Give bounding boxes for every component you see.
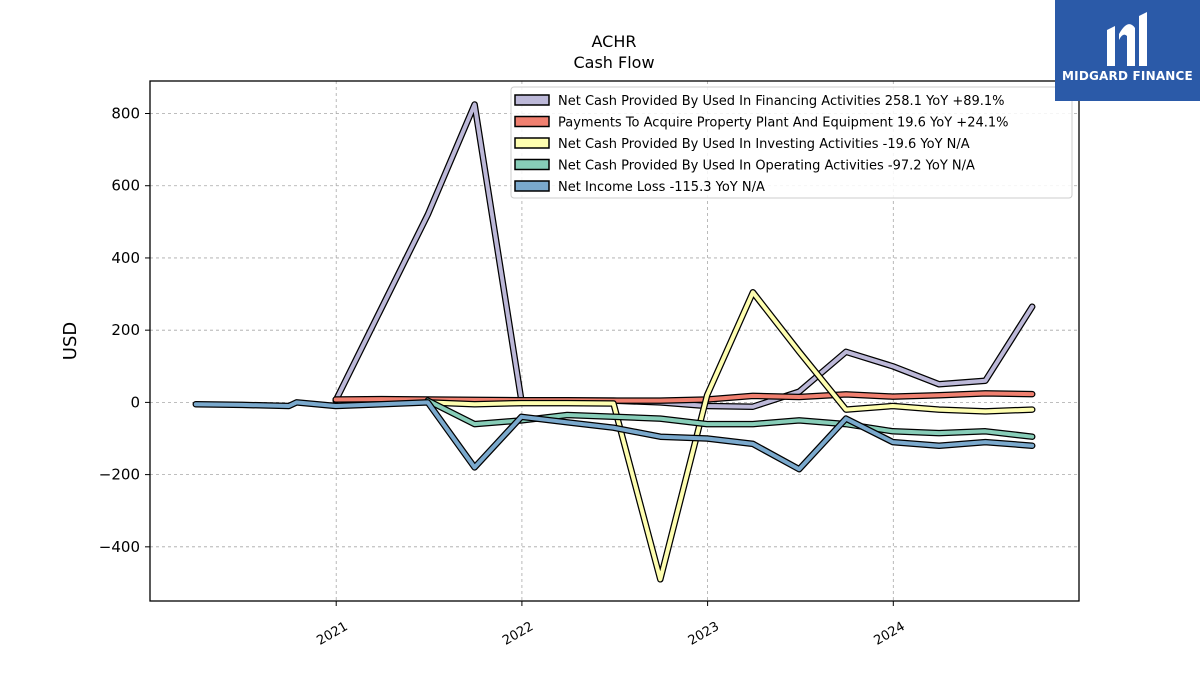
chart-title: ACHR	[592, 32, 637, 51]
legend-swatch	[514, 94, 550, 106]
logo-text: MIDGARD FINANCE	[1062, 69, 1193, 83]
legend-entry: Net Income Loss -115.3 YoY N/A	[558, 180, 765, 195]
series-line-payments-to-acquire-property-plant-and-equipment	[333, 391, 1035, 403]
logo-mark-icon	[1107, 12, 1147, 66]
series-line-net-income-loss	[193, 400, 1035, 472]
legend-swatch	[514, 158, 550, 171]
y-axis-label: USD	[60, 322, 81, 360]
legend-swatch	[514, 180, 550, 192]
plot-frame	[149, 80, 1080, 602]
y-tick-label: 400	[111, 249, 140, 267]
x-tick-label: 2024	[871, 619, 907, 649]
legend: Net Cash Provided By Used In Financing A…	[510, 86, 1073, 199]
y-tick-label: 0	[130, 393, 140, 411]
legend-entry: Net Cash Provided By Used In Investing A…	[558, 137, 970, 152]
x-tick-label: 2021	[314, 619, 350, 649]
x-tick-label: 2022	[500, 619, 536, 649]
y-tick-label: 600	[111, 177, 140, 195]
legend-swatch	[514, 115, 550, 128]
y-tick-label: 200	[111, 321, 140, 339]
legend-entry: Payments To Acquire Property Plant And E…	[558, 116, 1009, 131]
x-tick-label: 2023	[686, 619, 722, 649]
legend-entry: Net Cash Provided By Used In Financing A…	[558, 94, 1005, 109]
legend-box	[510, 86, 1073, 199]
chart-subtitle: Cash Flow	[573, 53, 654, 72]
y-tick-label: −200	[99, 466, 140, 484]
legend-entry: Net Cash Provided By Used In Operating A…	[558, 159, 975, 174]
series-lines	[192, 101, 1036, 583]
legend-swatch	[514, 137, 550, 149]
y-tick-label: −400	[99, 538, 140, 556]
y-tick-label: 800	[111, 105, 140, 123]
series-line-net-cash-provided-by-used-in-investing-activities	[425, 290, 1035, 582]
midgard-finance-logo: MIDGARD FINANCE	[1055, 0, 1200, 101]
